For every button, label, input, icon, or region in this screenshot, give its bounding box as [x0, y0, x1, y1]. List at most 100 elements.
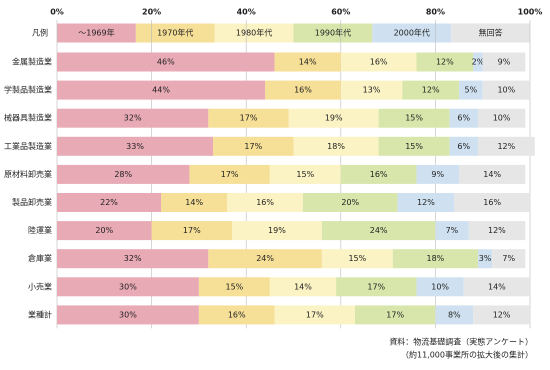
bar-segment	[198, 305, 275, 325]
bar-segment	[492, 249, 526, 269]
bar-segment	[402, 80, 460, 100]
bar-segment	[482, 80, 530, 100]
bar-segment	[57, 305, 199, 325]
bar-segment	[198, 277, 270, 297]
bar-segment	[302, 193, 398, 212]
value-label: 7%	[502, 254, 515, 263]
value-label: 10%	[493, 114, 511, 123]
value-label: 32%	[124, 114, 142, 123]
bar-segment	[459, 80, 483, 100]
value-label: 5%	[465, 86, 478, 95]
bar-segment	[416, 164, 460, 184]
bar-segment	[321, 221, 436, 241]
value-label: 12%	[497, 142, 515, 151]
value-label: 20%	[95, 226, 113, 235]
x-tick-label: 20%	[142, 8, 161, 17]
value-label: 16%	[370, 58, 388, 67]
value-label: 15%	[405, 114, 423, 123]
bar-segment	[269, 164, 341, 184]
value-label: 10%	[497, 86, 515, 95]
bar-segment	[57, 193, 162, 212]
source-note: （約11,000事業所の拡大後の集計）	[401, 350, 533, 360]
bar-segment	[227, 193, 303, 212]
value-label: 14%	[185, 198, 203, 207]
value-label: 33%	[126, 142, 144, 151]
value-label: 32%	[124, 254, 142, 263]
bar-segment	[378, 136, 450, 156]
legend-label: 1990年代	[315, 28, 351, 38]
bar-segment	[435, 221, 469, 241]
value-label: 24%	[256, 254, 274, 263]
bar-segment	[477, 136, 535, 156]
value-label: 12%	[488, 226, 506, 235]
y-tick-label: 械器具製造業	[4, 113, 52, 123]
y-tick-label: 倉庫業	[28, 253, 52, 263]
value-label: 12%	[417, 198, 435, 207]
value-label: 16%	[483, 198, 501, 207]
value-label: 14%	[299, 58, 317, 67]
value-label: 17%	[221, 170, 239, 179]
bar-segment	[340, 52, 417, 72]
bar-segment	[274, 305, 355, 325]
value-label: 15%	[296, 170, 314, 179]
value-label: 15%	[225, 282, 243, 291]
bar-segment	[57, 136, 214, 156]
legend-label: 1980年代	[236, 28, 272, 38]
bar-segment	[57, 221, 152, 241]
bar-segment	[57, 164, 190, 184]
value-label: 14%	[294, 282, 312, 291]
y-tick-label: 陸運業	[28, 225, 52, 235]
x-tick-label: 80%	[426, 8, 445, 17]
legend-label: 1970年代	[157, 28, 193, 38]
bar-segment	[57, 249, 209, 269]
value-label: 17%	[183, 226, 201, 235]
y-tick-label: 小売業	[28, 281, 52, 291]
bar-segment	[57, 52, 275, 72]
bar-segment	[449, 136, 478, 156]
bar-segment	[435, 305, 474, 325]
value-label: 8%	[448, 310, 461, 319]
legend-swatch	[135, 23, 215, 43]
bar-segment	[151, 221, 233, 241]
y-tick-label: 製品卸売業	[12, 197, 52, 207]
value-label: 18%	[427, 254, 445, 263]
bar-segment	[57, 108, 209, 128]
value-label: 14%	[488, 282, 506, 291]
legend-swatch	[372, 23, 452, 43]
value-label: 9%	[431, 170, 444, 179]
value-label: 9%	[498, 58, 511, 67]
value-label: 16%	[370, 170, 388, 179]
value-label: 30%	[119, 282, 137, 291]
bar-segment	[416, 52, 474, 72]
bar-segment	[232, 221, 322, 241]
value-label: 44%	[152, 86, 170, 95]
bar-segment	[459, 164, 526, 184]
value-label: 28%	[114, 170, 132, 179]
bar-segment	[354, 305, 436, 325]
bar-segment	[378, 108, 450, 128]
legend-swatch	[57, 23, 136, 43]
y-tick-label: 学製品製造業	[4, 85, 52, 95]
value-label: 12%	[422, 86, 440, 95]
bar-segment	[449, 108, 478, 128]
bar-segment	[477, 108, 526, 128]
bar-segment	[482, 52, 526, 72]
bar-segment	[463, 277, 530, 297]
bar-segment	[213, 136, 294, 156]
value-label: 30%	[119, 310, 137, 319]
bar-segment	[208, 108, 289, 128]
value-label: 17%	[240, 114, 258, 123]
bar-segment	[454, 193, 530, 212]
bar-segment	[473, 305, 530, 325]
value-label: 12%	[493, 310, 511, 319]
x-tick-label: 40%	[237, 8, 256, 17]
bar-segment	[269, 277, 337, 297]
value-label: 15%	[405, 142, 423, 151]
legend-swatch	[214, 23, 294, 43]
legend-label: 2000年代	[394, 28, 430, 38]
bar-segment	[340, 80, 403, 100]
value-label: 6%	[457, 142, 470, 151]
value-label: 3%	[479, 254, 492, 263]
bar-segment	[340, 164, 417, 184]
bar-segment	[293, 136, 379, 156]
